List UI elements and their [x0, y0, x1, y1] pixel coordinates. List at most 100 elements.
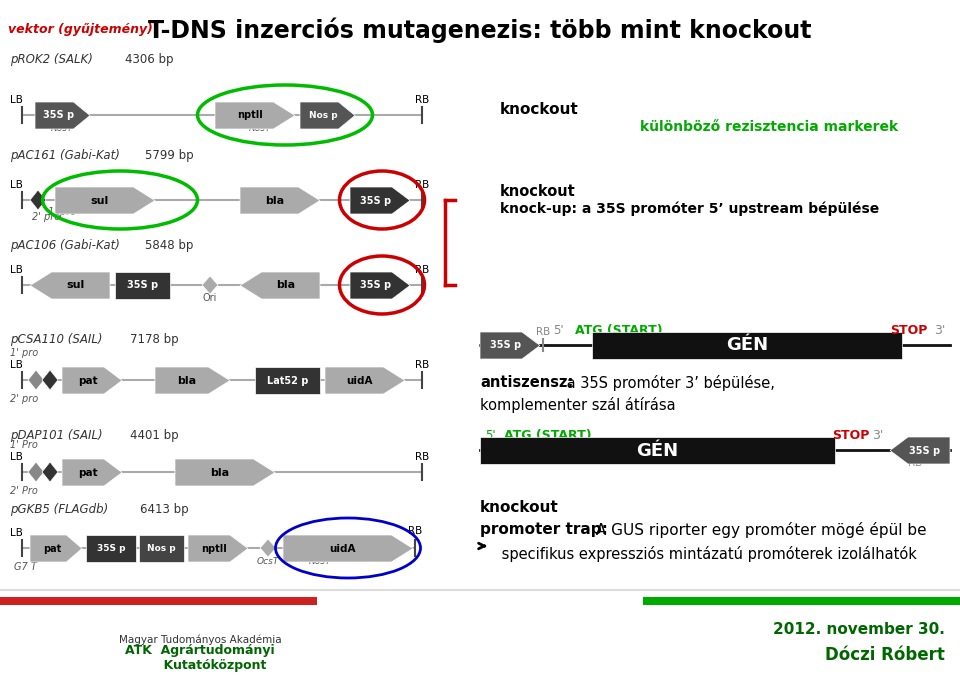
Polygon shape: [188, 535, 248, 562]
Text: pAC161 (Gabi-Kat): pAC161 (Gabi-Kat): [10, 148, 120, 161]
Text: knockout: knockout: [500, 184, 576, 199]
Text: pat: pat: [78, 376, 97, 386]
Text: RB: RB: [536, 327, 550, 337]
Text: 35S p: 35S p: [43, 111, 74, 120]
Text: 1' pro: 1' pro: [10, 348, 38, 358]
Text: knock-up: a 35S promóter 5’ upstream bépülése: knock-up: a 35S promóter 5’ upstream bép…: [500, 202, 879, 216]
Polygon shape: [325, 367, 405, 394]
Bar: [592, 332, 902, 359]
Text: RB: RB: [408, 526, 422, 536]
Polygon shape: [890, 437, 950, 464]
Text: sul: sul: [90, 196, 108, 205]
Text: antiszensz:: antiszensz:: [480, 375, 573, 390]
Text: Dóczi Róbert: Dóczi Róbert: [826, 646, 945, 664]
Text: uidA: uidA: [329, 544, 356, 553]
Text: 5': 5': [485, 429, 495, 442]
Text: ATG (START): ATG (START): [504, 429, 591, 442]
Text: 4401 bp: 4401 bp: [130, 429, 179, 441]
Polygon shape: [155, 367, 230, 394]
Polygon shape: [350, 187, 410, 214]
Text: pAC106 (Gabi-Kat): pAC106 (Gabi-Kat): [10, 239, 120, 251]
Text: Magyar Tudományos Akadémia: Magyar Tudományos Akadémia: [119, 635, 281, 645]
Bar: [139, 535, 184, 562]
Text: promoter trap:: promoter trap:: [480, 522, 608, 537]
Text: 2' Pro: 2' Pro: [10, 486, 37, 496]
Polygon shape: [480, 332, 540, 359]
Text: 6413 bp: 6413 bp: [140, 503, 188, 516]
Text: 2' pro: 2' pro: [32, 212, 60, 222]
Text: RB: RB: [415, 180, 429, 190]
Text: Ori: Ori: [203, 293, 217, 303]
Text: bla: bla: [178, 376, 197, 386]
Text: 1' pro: 1' pro: [48, 207, 76, 217]
Text: bla: bla: [210, 468, 229, 477]
Text: 35S p: 35S p: [360, 280, 391, 290]
Text: NosT: NosT: [249, 124, 272, 133]
Text: 5848 bp: 5848 bp: [145, 239, 193, 251]
Text: nptII: nptII: [201, 544, 227, 553]
Bar: [480, 437, 835, 464]
Polygon shape: [28, 370, 44, 390]
Text: Lat52 p: Lat52 p: [267, 376, 308, 386]
Text: 3': 3': [934, 324, 946, 337]
Text: 4306 bp: 4306 bp: [125, 54, 174, 67]
Text: T-DNS inzerciós mutagenezis: több mint knockout: T-DNS inzerciós mutagenezis: több mint k…: [148, 17, 812, 42]
Text: bla: bla: [276, 280, 295, 290]
Text: RB: RB: [415, 360, 429, 370]
Text: 35S p: 35S p: [97, 544, 125, 553]
Text: LB: LB: [10, 265, 23, 275]
Bar: [643, 597, 960, 605]
Text: 7178 bp: 7178 bp: [130, 333, 179, 347]
Bar: [317, 597, 643, 605]
Text: pat: pat: [43, 544, 61, 553]
Text: 35S p: 35S p: [490, 340, 521, 351]
Text: OcsT: OcsT: [257, 557, 279, 566]
Text: Nos p: Nos p: [147, 544, 176, 553]
Polygon shape: [240, 187, 320, 214]
Text: A GUS riporter egy promóter mögé épül be: A GUS riporter egy promóter mögé épül be: [591, 522, 926, 538]
Text: G7 T: G7 T: [14, 562, 36, 572]
Text: a 35S promóter 3’ bépülése,: a 35S promóter 3’ bépülése,: [562, 375, 775, 391]
Text: RB: RB: [415, 95, 429, 105]
Text: STOP: STOP: [890, 324, 927, 337]
Text: 35S p: 35S p: [360, 196, 391, 205]
Text: knockout: knockout: [500, 102, 579, 118]
Polygon shape: [30, 190, 46, 210]
Text: LB: LB: [10, 528, 23, 538]
Polygon shape: [30, 272, 110, 299]
Text: pCSA110 (SAIL): pCSA110 (SAIL): [10, 333, 103, 347]
Polygon shape: [62, 367, 122, 394]
Text: RB: RB: [415, 452, 429, 462]
Text: ATG (START): ATG (START): [575, 324, 662, 337]
Text: NosT: NosT: [309, 557, 331, 566]
Polygon shape: [215, 102, 295, 129]
Text: 2' pro: 2' pro: [10, 394, 38, 404]
Polygon shape: [202, 276, 218, 294]
Polygon shape: [62, 459, 122, 486]
Text: komplementer szál átírása: komplementer szál átírása: [480, 397, 676, 413]
Bar: [86, 535, 136, 562]
Text: bla: bla: [265, 196, 284, 205]
Polygon shape: [350, 272, 410, 299]
Text: pGKB5 (FLAGdb): pGKB5 (FLAGdb): [10, 503, 108, 516]
Text: LB: LB: [10, 360, 23, 370]
Text: nptII: nptII: [237, 111, 262, 120]
Text: ATK  Agrártudományi
       Kutatóközpont: ATK Agrártudományi Kutatóközpont: [125, 644, 275, 672]
Text: 5799 bp: 5799 bp: [145, 148, 194, 161]
Polygon shape: [260, 539, 276, 557]
Text: LB: LB: [10, 95, 23, 105]
Text: Nos p: Nos p: [309, 111, 338, 120]
Text: 3': 3': [873, 429, 884, 442]
Bar: [255, 367, 320, 394]
Bar: [0, 597, 317, 605]
Polygon shape: [28, 462, 44, 482]
Text: specifikus expressziós mintázatú promóterek izolálhatók: specifikus expressziós mintázatú promóte…: [497, 546, 917, 562]
Text: uidA: uidA: [347, 376, 372, 386]
Text: pROK2 (SALK): pROK2 (SALK): [10, 54, 93, 67]
Polygon shape: [35, 102, 90, 129]
Text: LB: LB: [10, 180, 23, 190]
Text: különböző rezisztencia markerek: különböző rezisztencia markerek: [640, 120, 899, 134]
Text: 2012. november 30.: 2012. november 30.: [773, 622, 945, 638]
Polygon shape: [300, 102, 355, 129]
Polygon shape: [240, 272, 320, 299]
